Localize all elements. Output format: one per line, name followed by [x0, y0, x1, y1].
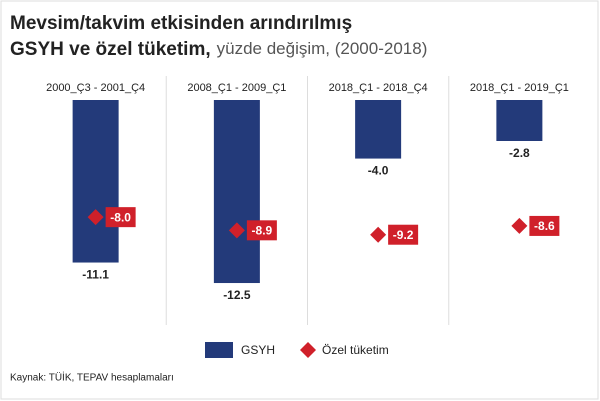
value-label-box	[529, 215, 560, 236]
chart-title: GSYH ve özel tüketim,	[10, 39, 211, 60]
x-tick-label: 2018_Ç1 - 2019_Ç1	[470, 82, 569, 94]
marker	[87, 209, 104, 226]
legend-label: Özel tüketim	[322, 343, 389, 357]
value-label: -9.2	[393, 228, 414, 242]
legend-label: GSYH	[241, 343, 275, 357]
value-label: -8.9	[252, 223, 273, 237]
marker	[228, 222, 245, 239]
value-label-box	[388, 224, 419, 245]
value-label: -4.0	[368, 164, 389, 178]
marker	[370, 226, 387, 243]
bar	[496, 100, 543, 141]
legend-swatch	[205, 342, 233, 358]
chart-title-line: GSYH ve özel tüketim, yüzde değişim, (200…	[10, 39, 427, 60]
value-label: -8.6	[534, 219, 555, 233]
bar	[355, 100, 402, 159]
bar	[72, 100, 119, 263]
x-tick-label: 2000_Ç3 - 2001_Ç4	[46, 82, 145, 94]
value-label: -11.1	[82, 268, 109, 282]
value-label: -2.8	[509, 146, 530, 160]
source: Kaynak: TÜİK, TEPAV hesaplamaları	[10, 371, 174, 384]
value-label: -8.0	[110, 210, 131, 224]
chart-title: Mevsim/takvim etkisinden arındırılmış	[10, 13, 352, 34]
value-label-box	[105, 207, 136, 228]
marker	[511, 217, 528, 234]
legend-swatch	[300, 342, 316, 358]
value-label-box	[246, 220, 277, 241]
x-tick-label: 2018_Ç1 - 2018_Ç4	[329, 82, 428, 94]
value-label: -12.5	[223, 288, 251, 302]
bar	[213, 100, 260, 284]
chart-subtitle: yüzde değişim, (2000-2018)	[217, 39, 428, 58]
x-tick-label: 2008_Ç1 - 2009_Ç1	[187, 82, 286, 94]
